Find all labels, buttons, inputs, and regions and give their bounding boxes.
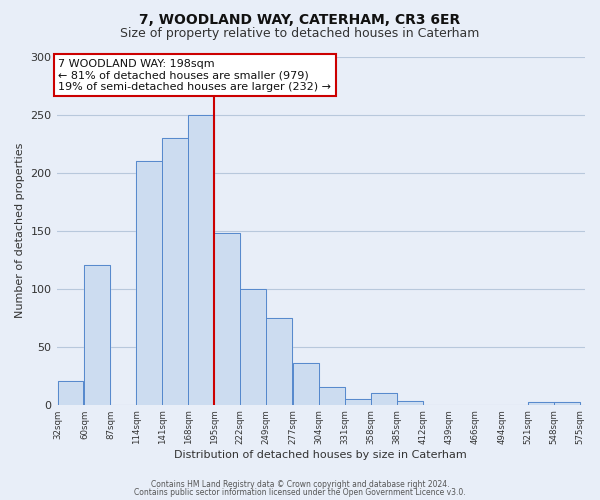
- Polygon shape: [319, 388, 345, 404]
- Polygon shape: [371, 393, 397, 404]
- Text: 7, WOODLAND WAY, CATERHAM, CR3 6ER: 7, WOODLAND WAY, CATERHAM, CR3 6ER: [139, 12, 461, 26]
- Polygon shape: [163, 138, 188, 404]
- Polygon shape: [188, 114, 214, 405]
- Polygon shape: [85, 266, 110, 404]
- Polygon shape: [58, 382, 83, 404]
- Polygon shape: [266, 318, 292, 404]
- Polygon shape: [241, 288, 266, 405]
- Y-axis label: Number of detached properties: Number of detached properties: [15, 143, 25, 318]
- Polygon shape: [345, 399, 371, 404]
- Text: Size of property relative to detached houses in Caterham: Size of property relative to detached ho…: [121, 28, 479, 40]
- Polygon shape: [554, 402, 580, 404]
- Polygon shape: [214, 233, 241, 404]
- Text: Contains public sector information licensed under the Open Government Licence v3: Contains public sector information licen…: [134, 488, 466, 497]
- Text: 7 WOODLAND WAY: 198sqm
← 81% of detached houses are smaller (979)
19% of semi-de: 7 WOODLAND WAY: 198sqm ← 81% of detached…: [58, 59, 331, 92]
- Text: Contains HM Land Registry data © Crown copyright and database right 2024.: Contains HM Land Registry data © Crown c…: [151, 480, 449, 489]
- Polygon shape: [397, 401, 423, 404]
- X-axis label: Distribution of detached houses by size in Caterham: Distribution of detached houses by size …: [174, 450, 467, 460]
- Polygon shape: [528, 402, 554, 404]
- Polygon shape: [136, 161, 163, 404]
- Polygon shape: [293, 363, 319, 405]
